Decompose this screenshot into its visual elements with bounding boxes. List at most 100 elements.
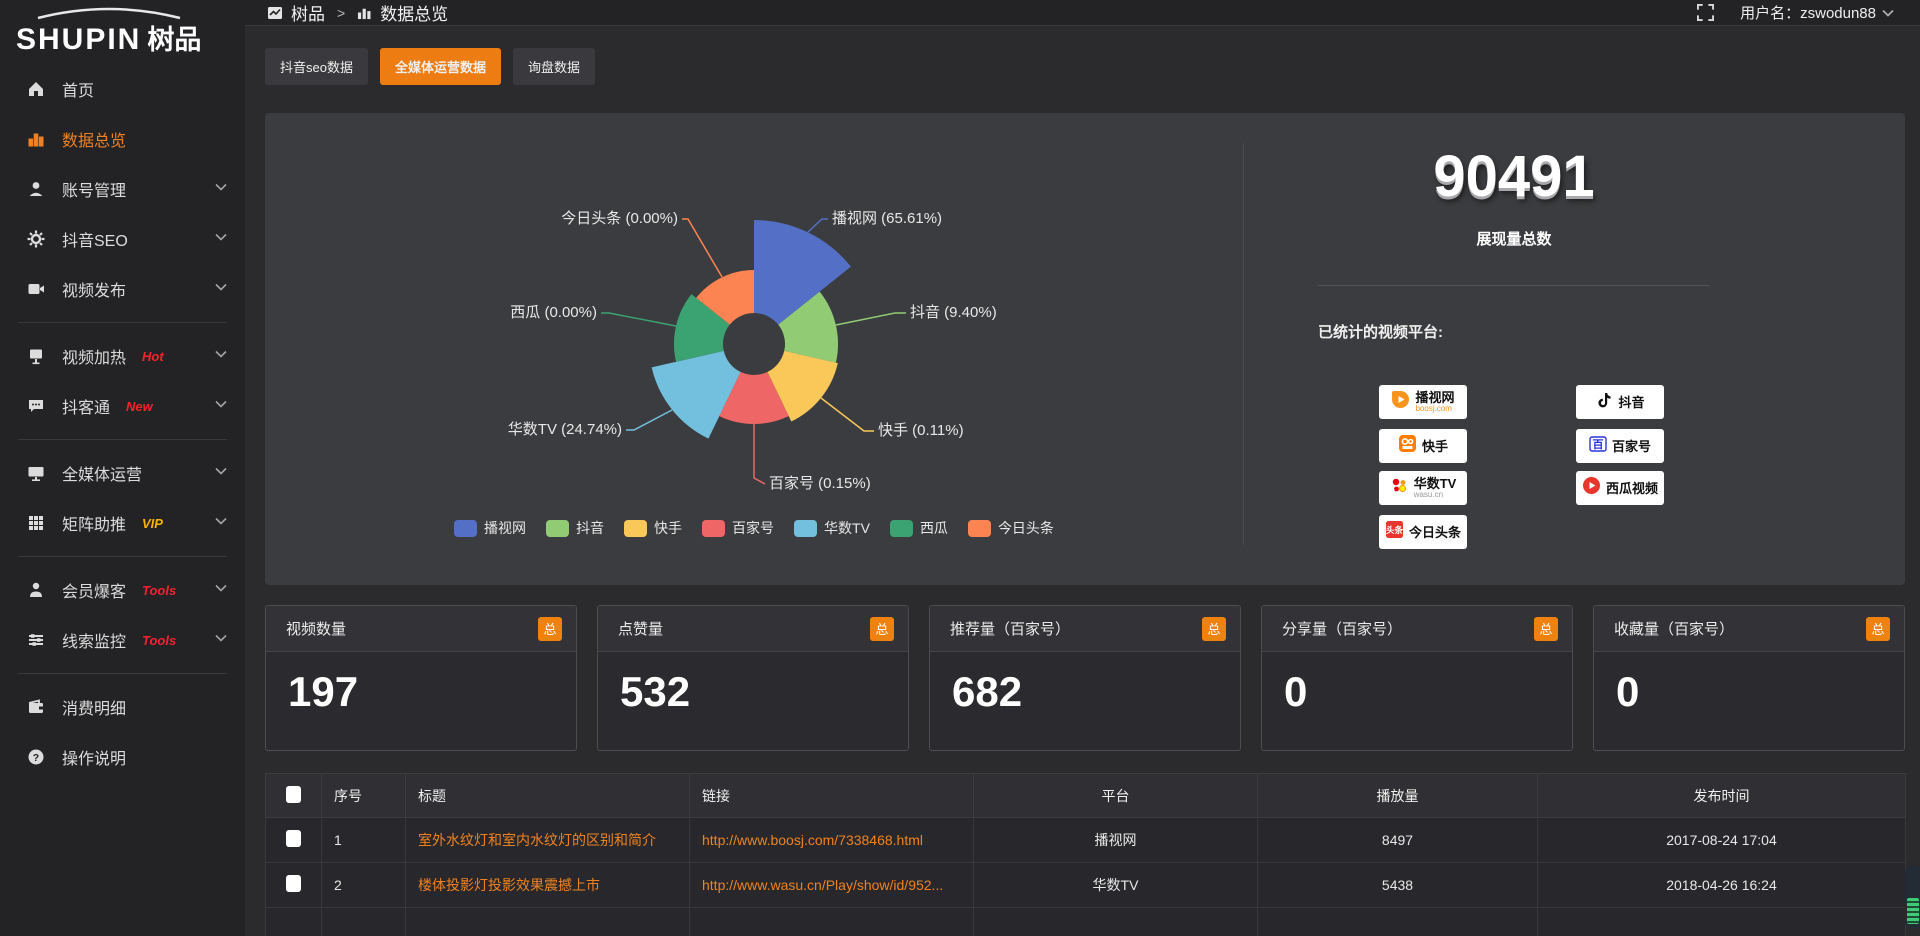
legend-item-2[interactable]: 快手 [624, 518, 682, 538]
sidebar-item-label: 首页 [62, 83, 95, 100]
legend-label: 抖音 [576, 520, 605, 536]
cell-link[interactable] [689, 907, 974, 936]
video-icon [26, 279, 46, 299]
sidebar-divider [18, 322, 227, 323]
chevron-down-icon [215, 230, 227, 248]
svg-text:?: ? [33, 752, 39, 764]
slice-label: 抖音 (9.40%) [910, 304, 997, 321]
sidebar-item-7[interactable]: 全媒体运营 [0, 448, 245, 498]
total-badge: 总 [538, 616, 562, 641]
screen-icon [26, 463, 46, 483]
legend-item-4[interactable]: 华数TV [794, 518, 870, 538]
breadcrumb-current: 数据总览 [380, 5, 449, 24]
sidebar-badge: Tools [142, 632, 177, 648]
label-leader-line [820, 397, 874, 432]
stat-card-header: 收藏量（百家号） 总 [1594, 606, 1904, 652]
sidebar-item-4[interactable]: 视频发布 [0, 264, 245, 314]
sidebar-item-8[interactable]: 矩阵助推 VIP [0, 498, 245, 548]
platform-name: 抖音 [1618, 394, 1645, 410]
sidebar-item-3[interactable]: 抖音SEO [0, 214, 245, 264]
gear-icon [26, 229, 46, 249]
scroll-widget[interactable] [1905, 866, 1920, 928]
label-leader-line [601, 312, 677, 327]
sidebar-item-6[interactable]: 抖客通 New [0, 381, 245, 431]
rose-slice-2[interactable] [767, 350, 838, 422]
legend-item-6[interactable]: 今日头条 [967, 518, 1054, 538]
row-checkbox-cell [265, 862, 322, 908]
row-checkbox-cell [265, 907, 322, 936]
rose-slice-1[interactable] [778, 291, 838, 363]
column-header-3: 平台 [973, 773, 1258, 818]
sidebar-item-12[interactable]: ? 操作说明 [0, 732, 245, 782]
slice-label: 今日头条 (0.00%) [561, 210, 678, 227]
legend-swatch [889, 519, 913, 537]
slice-label: 西瓜 (0.00%) [510, 304, 597, 321]
platform-sub: wasu.cn [1413, 490, 1444, 499]
legend-item-5[interactable]: 西瓜 [889, 518, 948, 538]
tab-2[interactable]: 询盘数据 [512, 48, 595, 85]
rose-slice-0[interactable] [754, 220, 851, 325]
breadcrumb-root[interactable]: 树品 [291, 5, 325, 24]
sidebar-item-11[interactable]: 消费明细 [0, 682, 245, 732]
rose-chart: 播视网 (65.61%) 抖音 (9.40%) 快手 (0.11%) 百家号 (0.1… [265, 113, 1243, 585]
cell-link[interactable]: http://www.wasu.cn/Play/show/id/952... [689, 862, 974, 908]
sidebar-item-5[interactable]: 视频加热 Hot [0, 331, 245, 381]
legend-swatch [702, 519, 726, 537]
rose-slice-6[interactable] [696, 270, 754, 325]
platform-badge-5: 西瓜视频 [1576, 471, 1664, 505]
cell-link[interactable]: http://www.boosj.com/7338468.html [689, 817, 974, 863]
username-dropdown[interactable]: 用户名：zswodun88 [1740, 2, 1894, 23]
video-table: 序号 标题 链接 平台 播放量 发布时间 1 室外水纹灯和室内水纹灯的区别和简介 http:/… [265, 773, 1906, 936]
stat-card-title: 视频数量 [286, 621, 347, 638]
stat-card-0: 视频数量 总 197 [265, 605, 577, 751]
legend-label: 西瓜 [919, 520, 948, 536]
cell-title[interactable]: 楼体投影灯投影效果震撼上市 [405, 862, 690, 908]
table-body: 1 室外水纹灯和室内水纹灯的区别和简介 http://www.boosj.com/7… [265, 817, 1906, 936]
platform-name: 播视网 [1415, 390, 1455, 405]
sidebar-item-9[interactable]: 会员爆客 Tools [0, 565, 245, 615]
logo: SHUPIN 树品 [0, 0, 245, 64]
sidebar-item-1[interactable]: 数据总览 [0, 114, 245, 164]
site-icon [268, 6, 282, 19]
row-checkbox[interactable] [286, 875, 301, 892]
legend-swatch [454, 519, 478, 537]
sidebar-badge: New [126, 398, 153, 414]
rose-slice-5[interactable] [674, 294, 730, 362]
rose-slice-3[interactable] [719, 371, 789, 424]
stat-card-value: 532 [620, 668, 691, 715]
platform-name: 今日头条 [1408, 524, 1461, 540]
chevron-down-icon [215, 514, 227, 532]
logo-arc-icon [37, 7, 181, 20]
stat-card-header: 推荐量（百家号） 总 [930, 606, 1240, 652]
rose-slice-4[interactable] [651, 350, 741, 439]
legend-item-1[interactable]: 抖音 [546, 518, 604, 538]
stat-card-value: 197 [288, 668, 359, 715]
platform-badge-3: 百百家号 [1576, 429, 1664, 463]
user-area: 用户名：zswodun88 [1697, 2, 1894, 23]
stat-card-header: 分享量（百家号） 总 [1262, 606, 1572, 652]
sidebar-item-label: 账号管理 [62, 183, 127, 200]
legend-item-3[interactable]: 百家号 [702, 518, 774, 538]
sidebar-item-10[interactable]: 线索监控 Tools [0, 615, 245, 665]
cell-title[interactable]: 室外水纹灯和室内水纹灯的区别和简介 [405, 817, 690, 863]
tab-1[interactable]: 全媒体运营数据 [379, 48, 501, 85]
sidebar-item-0[interactable]: 首页 [0, 64, 245, 114]
stat-card-2: 推荐量（百家号） 总 682 [929, 605, 1241, 751]
cell-title[interactable] [405, 907, 690, 936]
main-column: 树品 > 数据总览 用户名：zswodun88 [245, 0, 1920, 936]
fullscreen-icon[interactable] [1697, 4, 1715, 21]
cell-plays [1257, 907, 1538, 936]
sidebar-item-2[interactable]: 账号管理 [0, 164, 245, 214]
tab-0[interactable]: 抖音seo数据 [265, 48, 368, 85]
rose-chart-svg: 播视网 (65.61%) 抖音 (9.40%) 快手 (0.11%) 百家号 (0.1… [508, 210, 997, 492]
slice-label: 华数TV (24.74%) [508, 421, 622, 438]
legend-swatch [794, 519, 818, 537]
total-impressions-label: 展现量总数 [1476, 231, 1552, 248]
select-all-checkbox[interactable] [286, 785, 301, 803]
content-area: 抖音seo数据 全媒体运营数据 询盘数据 播视网 (65.61%) 抖音 (9.40%… [245, 26, 1920, 936]
legend-item-0[interactable]: 播视网 [454, 518, 526, 538]
row-checkbox[interactable] [286, 830, 301, 847]
legend-label: 百家号 [732, 520, 775, 536]
sidebar-badge: VIP [142, 515, 163, 531]
column-header-0: 序号 [321, 773, 406, 818]
